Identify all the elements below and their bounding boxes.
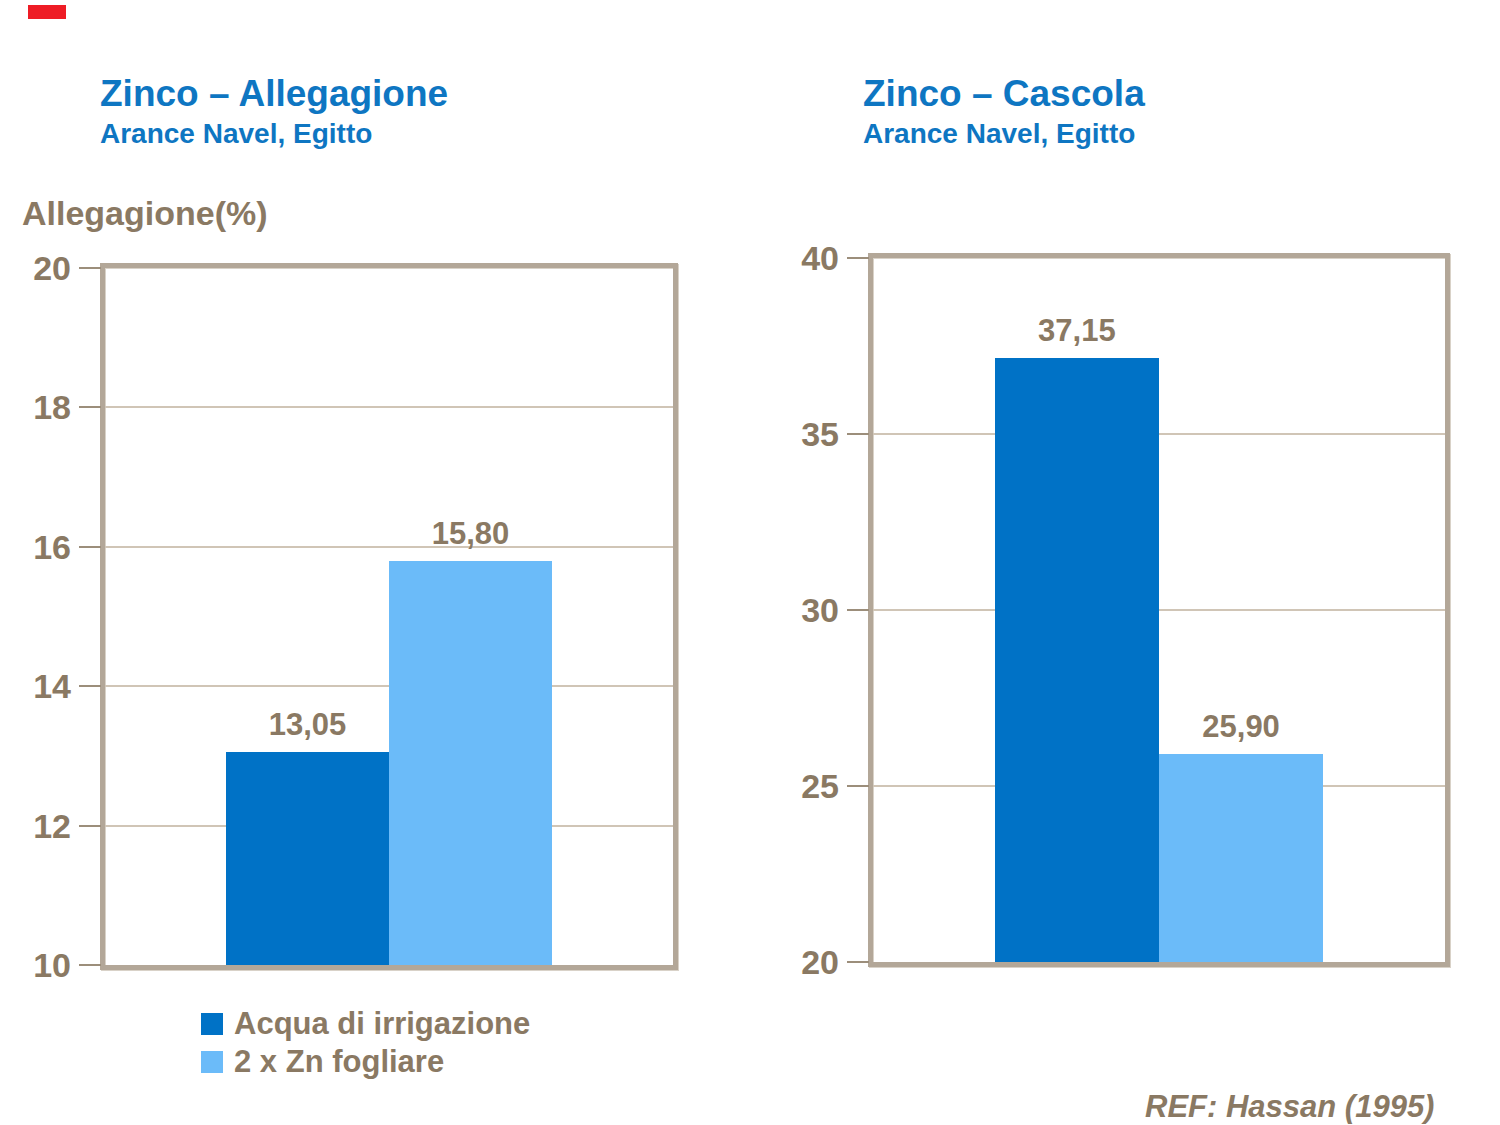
- y-tick-label: 18: [0, 388, 71, 426]
- y-tick-mark: [847, 257, 869, 259]
- gridline: [873, 609, 1445, 611]
- legend-item-2-x-zn-fogliare: 2 x Zn fogliare: [201, 1043, 530, 1081]
- slide-canvas: Zinco – Allegagione Arance Navel, Egitto…: [0, 0, 1500, 1125]
- bar-value-label: 25,90: [1202, 710, 1280, 744]
- chart-legend: Acqua di irrigazione2 x Zn fogliare: [201, 1005, 530, 1081]
- plot-area-allegagione: 20181614121013,0515,80: [100, 263, 678, 970]
- gridline: [105, 546, 673, 548]
- y-tick-label: 10: [0, 946, 71, 984]
- bar-value-label: 37,15: [1038, 314, 1116, 348]
- y-tick-mark: [847, 961, 869, 963]
- y-tick-label: 20: [0, 249, 71, 287]
- y-tick-mark: [847, 433, 869, 435]
- chart-subtitle-cascola: Arance Navel, Egitto: [863, 118, 1135, 150]
- legend-label: 2 x Zn fogliare: [234, 1043, 444, 1081]
- y-tick-label: 25: [733, 767, 839, 805]
- legend-swatch-icon: [201, 1013, 223, 1035]
- chart-title-allegagione: Zinco – Allegagione: [100, 73, 448, 115]
- y-tick-mark: [79, 685, 101, 687]
- bar-value-label: 13,05: [269, 708, 347, 742]
- legend-swatch-icon: [201, 1051, 223, 1073]
- y-tick-mark: [847, 609, 869, 611]
- y-tick-label: 12: [0, 807, 71, 845]
- bar-2-x-zn-fogliare: [389, 561, 552, 965]
- red-accent-bar: [28, 5, 66, 19]
- bar-acqua-di-irrigazione: [226, 752, 389, 965]
- legend-label: Acqua di irrigazione: [234, 1005, 530, 1043]
- chart-title-cascola: Zinco – Cascola: [863, 73, 1145, 115]
- y-tick-mark: [79, 406, 101, 408]
- y-tick-mark: [79, 267, 101, 269]
- legend-item-acqua-di-irrigazione: Acqua di irrigazione: [201, 1005, 530, 1043]
- y-tick-label: 35: [733, 415, 839, 453]
- y-tick-label: 40: [733, 239, 839, 277]
- y-tick-label: 20: [733, 943, 839, 981]
- y-tick-mark: [847, 785, 869, 787]
- y-tick-mark: [79, 964, 101, 966]
- bar-acqua-di-irrigazione: [995, 358, 1159, 962]
- y-tick-label: 16: [0, 528, 71, 566]
- gridline: [873, 433, 1445, 435]
- y-tick-mark: [79, 825, 101, 827]
- reference-text: REF: Hassan (1995): [1145, 1089, 1434, 1125]
- y-axis-title: Allegagione(%): [22, 194, 268, 233]
- y-tick-mark: [79, 546, 101, 548]
- plot-area-cascola: 403530252037,1525,90: [868, 253, 1450, 967]
- bar-2-x-zn-fogliare: [1159, 754, 1323, 962]
- y-tick-label: 14: [0, 667, 71, 705]
- chart-subtitle-allegagione: Arance Navel, Egitto: [100, 118, 372, 150]
- gridline: [105, 406, 673, 408]
- bar-value-label: 15,80: [432, 517, 510, 551]
- y-tick-label: 30: [733, 591, 839, 629]
